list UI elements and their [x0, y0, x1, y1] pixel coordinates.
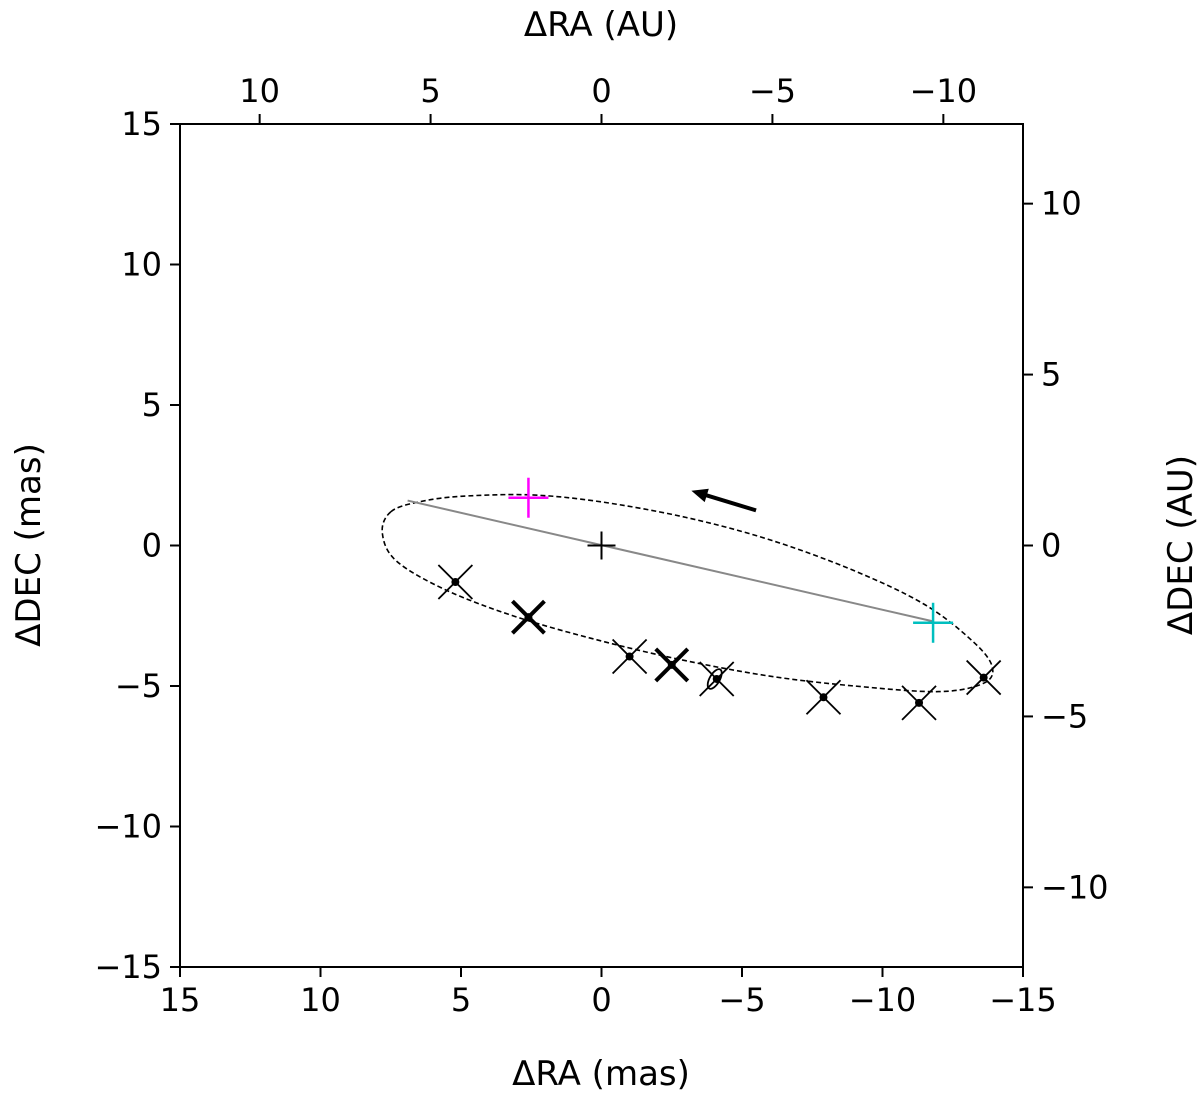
orbit-curve — [381, 493, 994, 693]
x-tick-label-bottom: 10 — [300, 981, 341, 1019]
y-tick-label-left: 5 — [142, 386, 162, 424]
x-tick-label-bottom: −10 — [849, 981, 917, 1019]
observation-point — [979, 673, 988, 682]
observation-point — [667, 660, 676, 669]
y-tick-label-right: 0 — [1041, 527, 1061, 565]
x-axis-title-bottom: ΔRA (mas) — [512, 1054, 690, 1094]
y-axis-title-left: ΔDEC (mas) — [9, 443, 49, 647]
y-tick-label-left: −5 — [115, 667, 162, 705]
x-tick-label-top: −5 — [749, 72, 796, 110]
observation-point — [819, 693, 828, 702]
y-tick-label-left: 15 — [121, 105, 162, 143]
y-tick-label-right: −5 — [1041, 697, 1088, 735]
y-tick-label-left: −15 — [94, 948, 162, 986]
observation-point — [451, 578, 460, 587]
direction-arrow-head — [691, 488, 709, 503]
error-ellipse — [706, 668, 723, 690]
y-tick-label-left: 0 — [142, 527, 162, 565]
plot-area — [381, 477, 1002, 721]
x-axis-title-top: ΔRA (AU) — [524, 5, 678, 45]
plot-frame — [179, 123, 1024, 968]
y-tick-label-left: −10 — [94, 808, 162, 846]
y-tick-label-left: 10 — [121, 246, 162, 284]
x-tick-label-bottom: 0 — [591, 981, 611, 1019]
y-tick-label-right: 5 — [1041, 356, 1061, 394]
observation-point — [915, 698, 924, 707]
x-tick-label-bottom: −15 — [989, 981, 1057, 1019]
x-tick-label-bottom: −5 — [718, 981, 765, 1019]
y-axis-title-right: ΔDEC (AU) — [1161, 455, 1200, 635]
y-tick-label-right: 10 — [1041, 185, 1082, 223]
direction-arrow-shaft — [698, 491, 757, 513]
x-tick-label-bottom: 5 — [451, 981, 471, 1019]
line-of-nodes — [407, 499, 934, 623]
x-tick-label-top: −10 — [910, 72, 978, 110]
observation-point — [524, 613, 533, 622]
x-tick-label-top: 0 — [591, 72, 611, 110]
y-tick-label-right: −10 — [1041, 868, 1109, 906]
x-tick-label-bottom: 15 — [160, 981, 201, 1019]
x-tick-label-top: 5 — [420, 72, 440, 110]
observation-point — [625, 652, 634, 661]
x-tick-label-top: 10 — [239, 72, 280, 110]
